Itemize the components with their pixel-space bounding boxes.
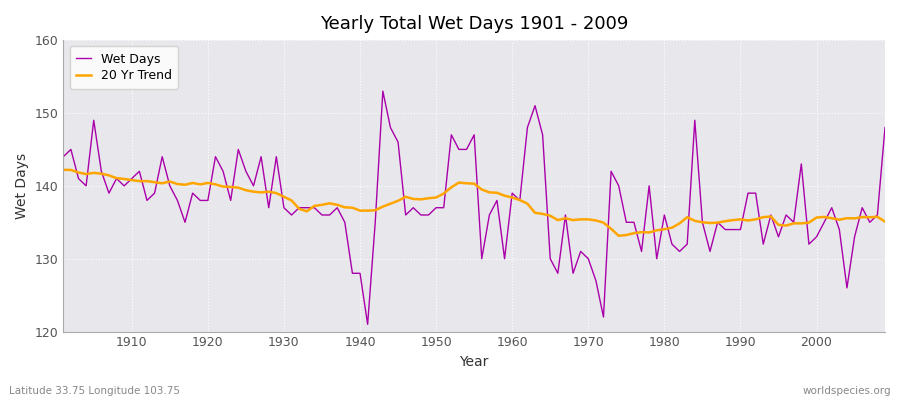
Legend: Wet Days, 20 Yr Trend: Wet Days, 20 Yr Trend (69, 46, 178, 89)
Wet Days (377, 89, 388, 94)
Line: 20 Yr Trend: 20 Yr Trend (63, 170, 885, 236)
Wet Days (119, 184, 130, 188)
20 Yr Trend (879, 219, 890, 224)
20 Yr Trend (613, 233, 624, 238)
Text: worldspecies.org: worldspecies.org (803, 386, 891, 396)
Title: Yearly Total Wet Days 1901 - 2009: Yearly Total Wet Days 1901 - 2009 (320, 15, 628, 33)
Wet Days (522, 125, 533, 130)
Wet Days (286, 212, 297, 217)
Wet Days (332, 205, 343, 210)
Wet Days (515, 198, 526, 203)
X-axis label: Year: Year (460, 355, 489, 369)
20 Yr Trend (286, 198, 297, 203)
Wet Days (58, 154, 68, 159)
20 Yr Trend (598, 220, 609, 225)
Y-axis label: Wet Days: Wet Days (15, 153, 29, 219)
Wet Days (613, 184, 624, 188)
20 Yr Trend (507, 195, 517, 200)
Line: Wet Days: Wet Days (63, 91, 885, 324)
Wet Days (362, 322, 373, 327)
Text: Latitude 33.75 Longitude 103.75: Latitude 33.75 Longitude 103.75 (9, 386, 180, 396)
20 Yr Trend (500, 193, 510, 198)
Wet Days (879, 125, 890, 130)
20 Yr Trend (119, 176, 130, 181)
20 Yr Trend (58, 168, 68, 172)
20 Yr Trend (332, 202, 343, 207)
